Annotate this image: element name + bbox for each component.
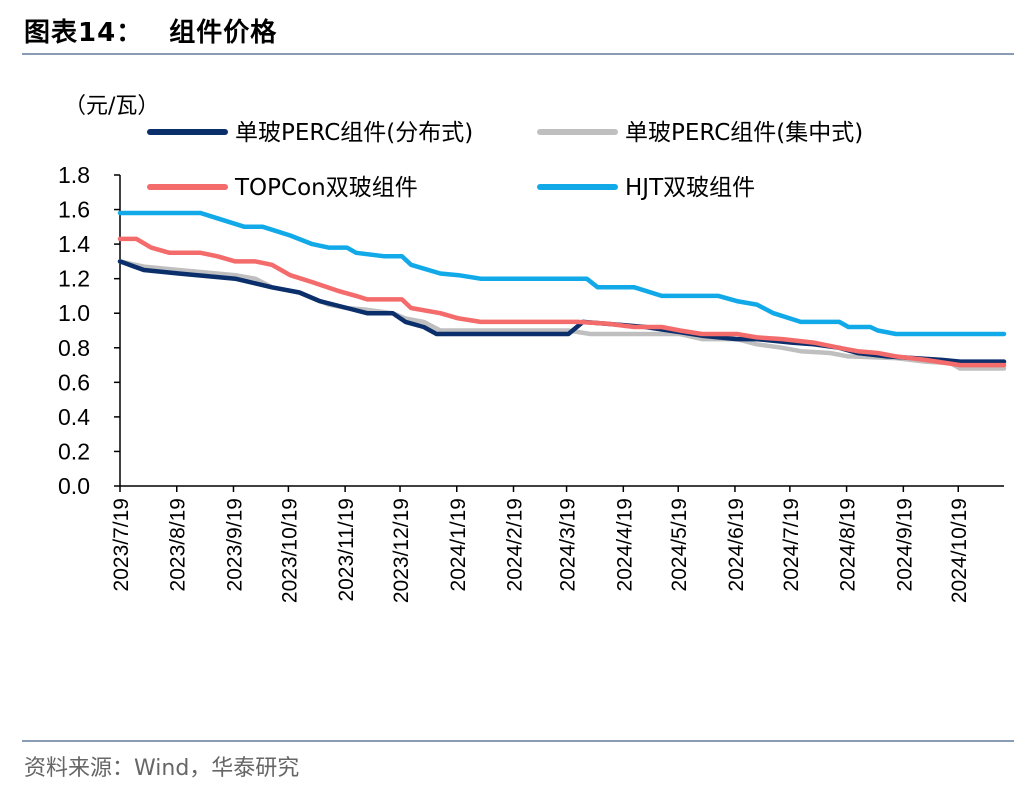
x-tick-label: 2024/7/19	[780, 498, 803, 591]
series-line-3	[117, 236, 1007, 368]
legend-label-3: TOPCon双玻组件	[234, 175, 418, 201]
x-tick-label: 2024/8/19	[837, 498, 860, 591]
y-tick-label: 1.4	[58, 231, 90, 257]
x-tick-label: 2023/7/19	[110, 498, 133, 591]
series-line-2	[117, 259, 1007, 371]
chart-legend: 单玻PERC组件(分布式) 单玻PERC组件(集中式) TOPCon双玻组件 HJT双…	[147, 120, 863, 201]
y-tick-label: 1.6	[58, 197, 90, 223]
x-tick-label: 2024/4/19	[613, 498, 636, 591]
bottom-divider	[22, 740, 1014, 742]
figure-label: 图表14：	[24, 18, 144, 48]
chart-axes: 0.0 0.2 0.4 0.6 0.8 1.0 1.2 1.4 1.6 1.8 2023/7/19 2…	[58, 162, 1004, 603]
series-line-4	[117, 210, 1007, 337]
y-tick-label: 0.6	[58, 369, 90, 395]
legend-label-4: HJT双玻组件	[625, 175, 755, 201]
source-note: 资料来源：Wind，华泰研究	[24, 756, 300, 781]
y-tick-label: 0.2	[58, 438, 90, 464]
x-tick-label: 2024/3/19	[557, 498, 580, 591]
x-tick-label: 2023/10/19	[278, 498, 301, 603]
legend-label-2: 单玻PERC组件(集中式)	[625, 120, 863, 146]
x-tick-label: 2023/12/19	[390, 498, 413, 603]
x-tick-label: 2024/6/19	[725, 498, 748, 591]
top-divider	[22, 53, 1014, 55]
y-tick-label: 0.8	[58, 335, 90, 361]
x-tick-label: 2024/5/19	[668, 498, 691, 591]
y-tick-label: 0.0	[58, 473, 90, 499]
x-tick-label: 2024/2/19	[503, 498, 526, 591]
x-tick-label: 2023/11/19	[335, 498, 358, 602]
chart-series	[117, 210, 1007, 371]
y-tick-label: 1.8	[58, 162, 90, 188]
y-tick-label: 0.4	[58, 404, 90, 430]
x-tick-label: 2024/1/19	[447, 498, 470, 591]
figure-title: 图表14： 组件价格	[24, 12, 277, 49]
x-tick-label: 2023/9/19	[223, 498, 246, 591]
y-axis-unit-label: （元/瓦）	[64, 94, 159, 119]
y-tick-label: 1.0	[58, 300, 90, 326]
y-tick-label: 1.2	[58, 266, 90, 292]
x-tick-label: 2024/9/19	[893, 498, 916, 591]
legend-label-1: 单玻PERC组件(分布式)	[235, 120, 473, 146]
x-tick-label: 2023/8/19	[167, 498, 190, 591]
figure-title-text: 组件价格	[169, 18, 278, 48]
x-tick-label: 2024/10/19	[948, 498, 971, 603]
